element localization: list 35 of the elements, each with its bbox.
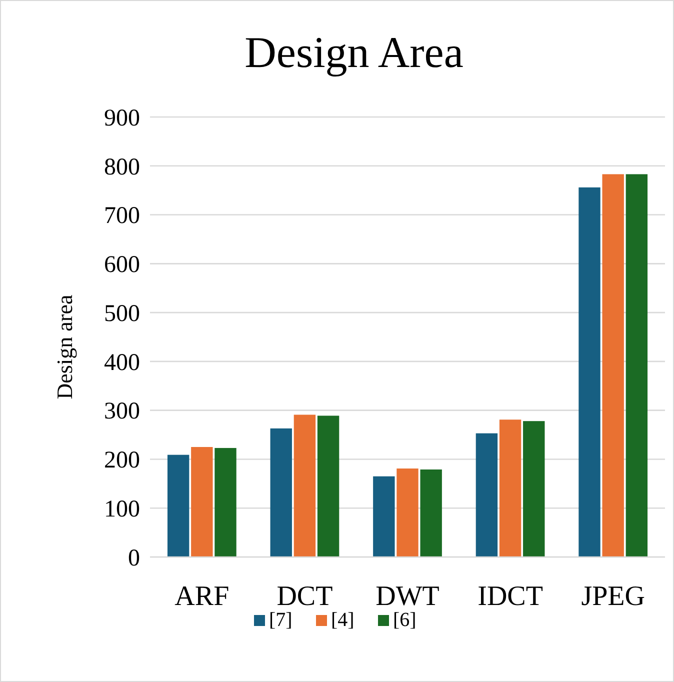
bar [191,447,213,557]
bar [626,174,648,557]
bar [420,469,442,557]
y-tick-label: 0 [128,545,140,572]
bar [578,187,600,557]
bar [523,421,545,557]
x-tick-label: IDCT [478,581,543,612]
y-tick-label: 700 [104,203,140,230]
bar [317,416,340,557]
x-tick-label: DCT [276,581,333,612]
bar [214,448,236,557]
y-tick-label: 800 [104,154,140,180]
bar [476,433,498,557]
y-tick-label: 200 [104,448,140,474]
y-tick-label: 600 [104,252,140,278]
legend-label: [6] [393,609,416,631]
y-axis-title: Design area [52,294,77,400]
bar [294,414,316,557]
y-tick-label: 300 [104,398,140,425]
y-tick-label: 500 [104,300,140,327]
bar [270,428,292,557]
x-tick-label: DWT [376,581,440,612]
y-tick-label: 900 [104,105,140,132]
bar [167,454,190,557]
y-tick-label: 400 [104,350,140,376]
bar [373,476,395,557]
bar [602,174,624,557]
x-tick-label: ARF [174,581,230,612]
legend-label: [7] [269,609,292,631]
bar [499,420,522,557]
legend-label: [4] [331,609,354,631]
y-tick-label: 100 [104,496,140,523]
bar [396,468,418,557]
x-tick-label: JPEG [581,581,645,612]
chart-title: Design Area [244,28,464,77]
